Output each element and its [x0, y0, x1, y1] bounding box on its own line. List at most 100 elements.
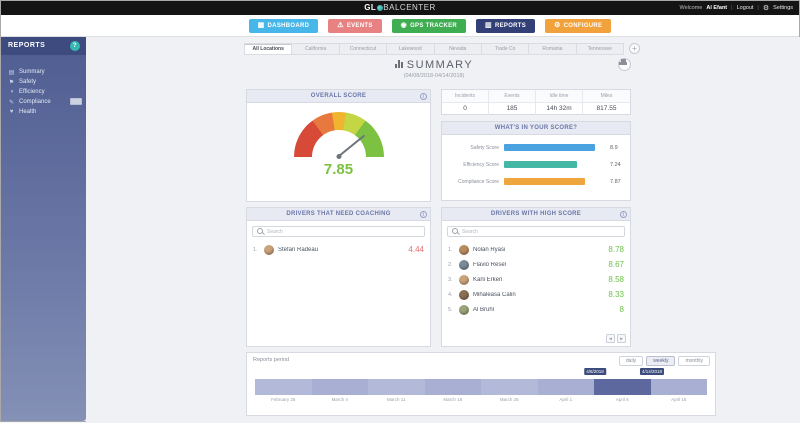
tab-location-6[interactable]: Romania	[529, 44, 577, 54]
high-score-panel-header: DRIVERS WITH HIGH SCORE i	[442, 208, 630, 221]
sidebar-item-safety[interactable]: ⚑ Safety	[1, 77, 86, 87]
compliance-score-track	[504, 178, 606, 185]
logout-link[interactable]: Logout	[736, 5, 754, 11]
coaching-drivers-panel: DRIVERS THAT NEED COACHING i 1. Stefan R…	[246, 207, 431, 347]
nav-configure-button[interactable]: ⚙ CONFIGURE	[545, 18, 612, 33]
gps-pin-icon: ◉	[400, 22, 408, 29]
driver-score: 4.44	[408, 245, 424, 254]
tab-location-4[interactable]: Nevada	[435, 44, 482, 54]
timeline-segment[interactable]	[424, 379, 481, 395]
high-score-driver-row[interactable]: 5. Al Bruhl 8	[442, 302, 630, 317]
stat-events-label: Events	[489, 90, 536, 102]
settings-link[interactable]: Settings	[773, 5, 793, 11]
help-icon[interactable]: ?	[70, 41, 80, 51]
tab-location-2[interactable]: Connecticut	[340, 44, 388, 54]
nav-events-label: EVENTS	[346, 22, 373, 29]
tab-location-7[interactable]: Tennessee	[587, 46, 612, 52]
daily-button[interactable]: daily	[618, 356, 644, 366]
coaching-driver-row[interactable]: 1. Stefan Radeau 4.44	[247, 242, 430, 257]
tab-location-5[interactable]: Trade Co	[482, 44, 530, 54]
monthly-button[interactable]: monthly	[678, 356, 710, 366]
timeline-segment[interactable]	[255, 379, 312, 395]
efficiency-icon: ◑	[9, 89, 14, 95]
timeline-segment[interactable]	[537, 379, 594, 395]
efficiency-score-bar	[504, 161, 578, 168]
score-breakdown-header-label: WHAT'S IN YOUR SCORE?	[494, 125, 578, 131]
username: Al Efant	[706, 5, 728, 11]
high-score-panel-header-label: DRIVERS WITH HIGH SCORE	[490, 211, 582, 217]
nav-dashboard-label: DASHBOARD	[267, 22, 310, 29]
driver-rank: 1.	[253, 246, 258, 253]
driver-avatar	[264, 244, 274, 255]
search-icon	[257, 228, 264, 235]
print-report-button[interactable]	[618, 58, 631, 71]
sidebar-item-efficiency[interactable]: ◑ Efficiency	[1, 87, 86, 97]
info-icon[interactable]: i	[420, 93, 427, 100]
add-location-button[interactable]: +	[629, 43, 640, 54]
coaching-panel-header: DRIVERS THAT NEED COACHING i	[247, 208, 430, 221]
configure-gear-icon: ⚙	[554, 22, 561, 29]
sidebar-item-compliance[interactable]: ✎ Compliance	[1, 97, 86, 107]
page-next-button[interactable]: ▸	[617, 334, 626, 343]
high-score-driver-row[interactable]: 3. Karli Erken 8.58	[442, 272, 630, 287]
tab-all-locations[interactable]: All Locations	[245, 44, 293, 54]
high-score-search-input[interactable]	[462, 228, 620, 235]
tab-location-3[interactable]: Lakewood	[387, 44, 435, 54]
reports-period-label: Reports period	[253, 357, 290, 363]
fleet-stats-panel: Incidents Events Idle time Miles 0 185 1…	[441, 89, 631, 115]
stat-incidents-label: Incidents	[442, 90, 489, 102]
driver-score: 8.78	[608, 245, 624, 254]
tick-label: March 11	[387, 397, 406, 402]
reports-period-panel: Reports period daily weekly monthly 4/8/…	[246, 352, 716, 416]
location-tabstrip: All Locations California Connecticut Lak…	[244, 43, 624, 55]
tab-location-1[interactable]: California	[292, 44, 340, 54]
compliance-tooltip-flag	[70, 98, 82, 105]
info-icon[interactable]: i	[620, 211, 627, 218]
period-timeline	[255, 379, 707, 395]
period-granularity-buttons: daily weekly monthly	[618, 356, 710, 366]
coaching-search-input[interactable]	[267, 228, 420, 235]
nav-events-button[interactable]: ⚠ EVENTS	[328, 18, 382, 33]
nav-reports-label: REPORTS	[494, 22, 527, 29]
weekly-button[interactable]: weekly	[646, 356, 676, 366]
driver-name: Mihaleasa Calin	[473, 291, 516, 298]
sidebar-item-health[interactable]: ♥ Health	[1, 107, 86, 117]
driver-name: Nolan Ryasi	[473, 246, 506, 253]
stat-incidents-value: 0	[442, 102, 489, 115]
tick-label: April 8	[615, 397, 629, 402]
nav-reports-button[interactable]: ▥ REPORTS	[476, 18, 536, 33]
overall-score-value: 7.85	[323, 161, 354, 178]
coaching-search-box	[252, 226, 425, 237]
high-score-driver-row[interactable]: 2. Flavio Resel 8.67	[442, 257, 630, 272]
driver-rank: 3.	[448, 276, 453, 283]
sidebar-item-summary[interactable]: ▤ Summary	[1, 67, 86, 77]
timeline-segment-selected[interactable]	[594, 379, 651, 395]
timeline-segment[interactable]	[650, 379, 707, 395]
compliance-score-bar	[504, 178, 585, 185]
summary-title-block: SUMMARY (04/08/2018-04/14/2018)	[244, 59, 624, 79]
sidebar-item-summary-label: Summary	[19, 69, 45, 75]
sidebar-header: REPORTS ?	[1, 37, 86, 55]
gear-icon: ⚙	[762, 5, 770, 12]
compliance-score-row: Compliance Score 7.87	[442, 173, 630, 190]
report-chart-icon: ▥	[485, 22, 492, 29]
timeline-segment[interactable]	[311, 379, 368, 395]
timeline-segment[interactable]	[368, 379, 425, 395]
overall-score-panel: OVERALL SCORE i 7.85	[246, 89, 431, 202]
compliance-score-value: 7.87	[610, 178, 621, 185]
main-nav-bar: ▦ DASHBOARD ⚠ EVENTS ◉ GPS TRACKER ▥ REP…	[1, 15, 799, 37]
tick-label: March 25	[499, 397, 519, 402]
timeline-segment[interactable]	[481, 379, 538, 395]
nav-dashboard-button[interactable]: ▦ DASHBOARD	[248, 18, 319, 33]
high-score-driver-row[interactable]: 4. Mihaleasa Calin 8.33	[442, 287, 630, 302]
info-icon[interactable]: i	[420, 211, 427, 218]
dashboard-icon: ▦	[257, 22, 265, 29]
nav-gps-tracker-button[interactable]: ◉ GPS TRACKER	[391, 18, 467, 33]
period-start-flag: 4/8/2018	[584, 368, 606, 375]
compliance-score-label: Compliance Score	[458, 178, 499, 185]
driver-rank: 5.	[448, 306, 453, 313]
page-prev-button[interactable]: ◂	[606, 334, 615, 343]
high-score-driver-row[interactable]: 1. Nolan Ryasi 8.78	[442, 242, 630, 257]
efficiency-score-track	[504, 161, 606, 168]
driver-rank: 2.	[448, 261, 453, 268]
